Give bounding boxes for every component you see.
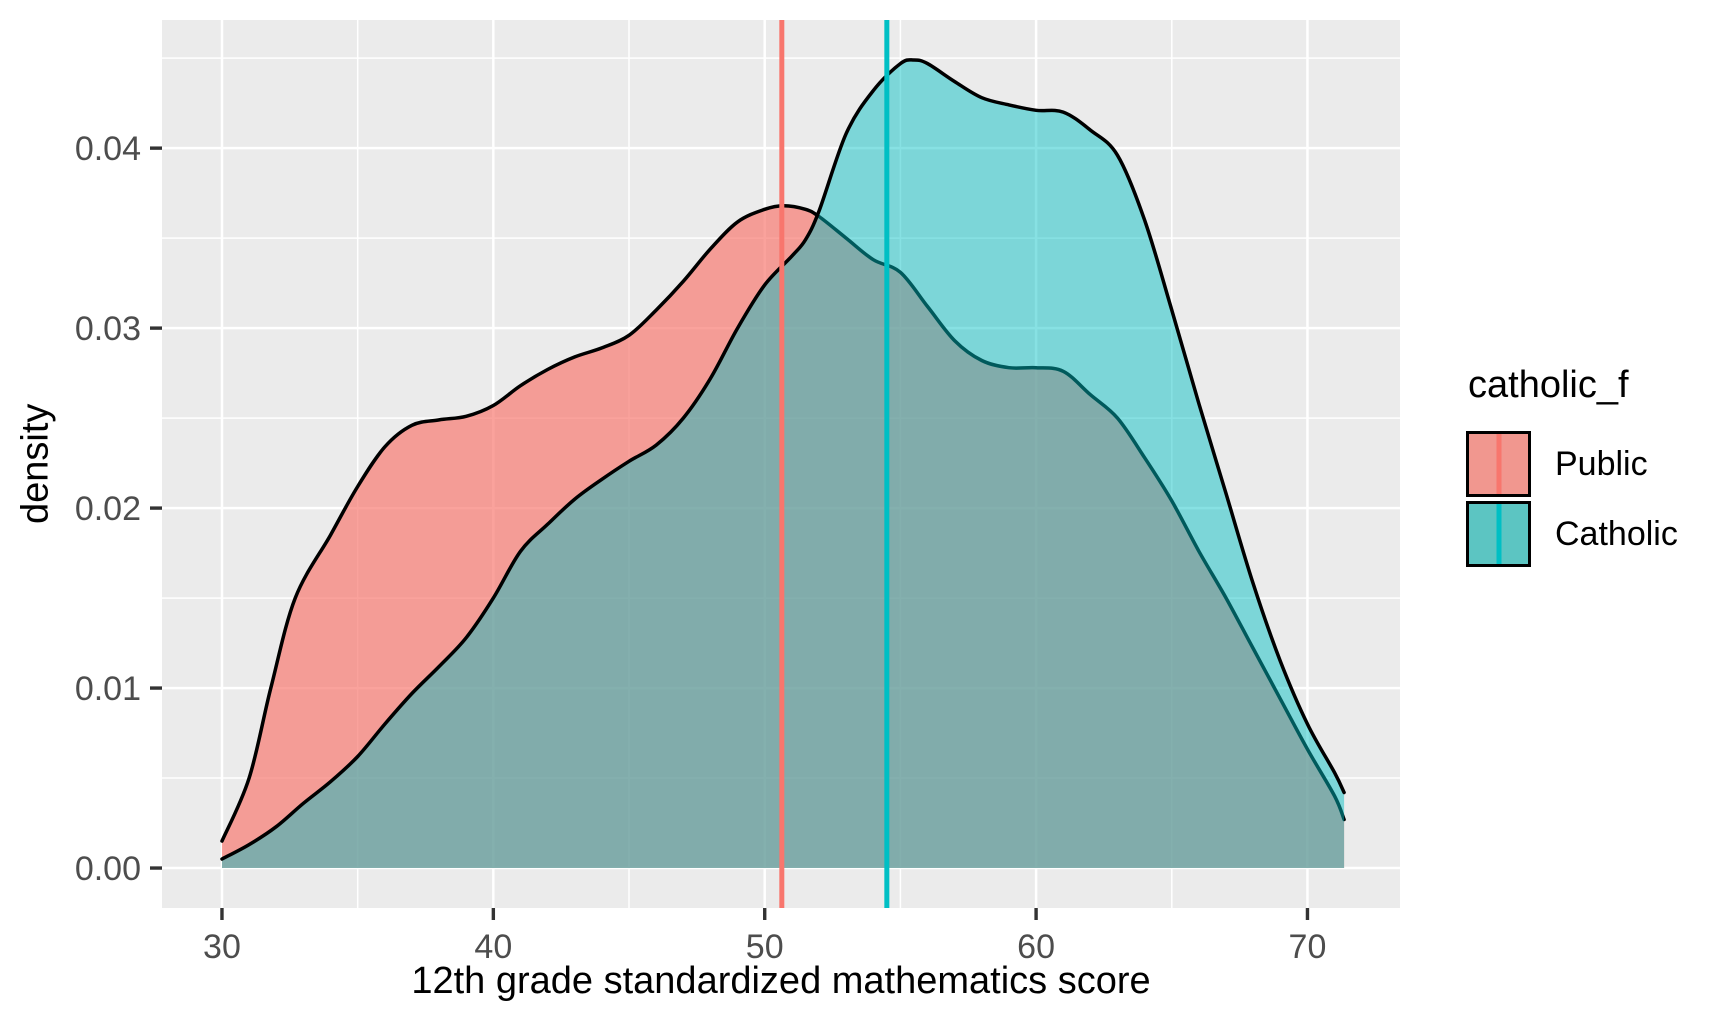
x-axis-title: 12th grade standardized mathematics scor… xyxy=(411,960,1151,1002)
y-axis-title: density xyxy=(14,403,57,525)
y-tick-label: 0.00 xyxy=(75,850,141,888)
legend-key-public-swatch xyxy=(1466,431,1531,497)
y-tick-label: 0.04 xyxy=(75,130,141,168)
legend-key-catholic-swatch xyxy=(1466,501,1531,567)
legend: catholic_f Public Catholic xyxy=(1466,364,1678,571)
legend-label-public: Public xyxy=(1555,444,1648,483)
legend-item-public: Public xyxy=(1466,431,1678,497)
x-tick-label: 70 xyxy=(1289,928,1327,966)
y-tick-label: 0.02 xyxy=(75,490,141,528)
x-tick-label: 60 xyxy=(1017,928,1055,966)
density-curve-public xyxy=(220,203,1346,843)
x-tick-label: 30 xyxy=(203,928,241,966)
legend-item-catholic: Catholic xyxy=(1466,501,1678,567)
legend-title: catholic_f xyxy=(1468,364,1629,406)
density-curve-catholic xyxy=(220,58,1346,861)
public-mean-line-icon xyxy=(1496,434,1501,494)
y-tick-label: 0.01 xyxy=(75,670,141,708)
x-tick-label: 40 xyxy=(474,928,512,966)
legend-label-catholic: Catholic xyxy=(1555,514,1678,553)
catholic-mean-line-icon xyxy=(1496,504,1501,564)
x-tick-label: 50 xyxy=(746,928,784,966)
y-tick-label: 0.03 xyxy=(75,310,141,348)
